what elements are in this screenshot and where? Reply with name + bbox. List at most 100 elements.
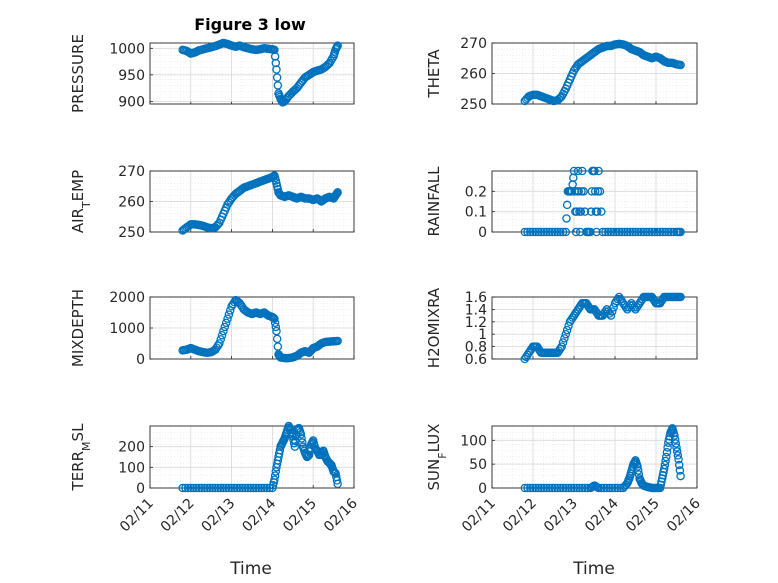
data-point	[224, 310, 234, 319]
data-point	[562, 200, 572, 210]
data-point	[531, 227, 540, 237]
data-point	[289, 438, 299, 448]
panel-rainfall: 0 0.1 0.2 RAINFALL	[425, 166, 698, 241]
data-point	[569, 166, 579, 176]
data-point	[642, 227, 651, 237]
data-point	[676, 471, 685, 481]
data-point	[272, 73, 282, 82]
data-point	[572, 207, 581, 216]
data-point	[602, 483, 612, 493]
x-tick-label: 02/15	[280, 496, 320, 536]
data-point	[531, 483, 540, 493]
y-tick-label: 250	[460, 97, 487, 113]
data-point	[272, 65, 281, 74]
data-point	[650, 227, 659, 237]
data-point	[606, 311, 616, 320]
x-tick-label: 02/13	[199, 496, 239, 536]
data-point	[609, 227, 618, 237]
data-point	[333, 41, 342, 50]
y-tick-label: 1	[478, 327, 487, 343]
data-point	[670, 431, 679, 440]
x-tick-label: 02/11	[459, 496, 499, 536]
data-point	[661, 456, 670, 466]
data-point	[561, 329, 571, 339]
data-point	[526, 227, 535, 237]
data-point	[194, 483, 204, 493]
data-point	[270, 471, 280, 480]
x-tick-label: 02/12	[500, 496, 540, 536]
data-point	[558, 338, 568, 347]
data-point	[200, 483, 209, 493]
data-point	[636, 227, 646, 237]
data-point	[227, 483, 236, 493]
data-point	[603, 227, 613, 237]
data-point	[577, 483, 587, 493]
data-point	[553, 483, 562, 493]
data-point	[605, 483, 614, 493]
data-point	[557, 342, 566, 351]
data-point	[571, 227, 581, 237]
y-tick-label: 200	[118, 440, 145, 456]
y-axis-label: H2OMIXRA	[425, 287, 443, 368]
data-point	[631, 227, 640, 237]
data-point	[664, 227, 673, 237]
y-tick-label: 0	[478, 225, 487, 241]
y-axis-label: THETA	[425, 49, 443, 99]
data-point	[220, 322, 230, 332]
data-point	[569, 483, 579, 493]
y-tick-label: 270	[118, 164, 145, 180]
data-point	[647, 227, 657, 237]
data-point	[230, 483, 239, 493]
data-point	[520, 483, 530, 493]
axes-frame	[491, 296, 698, 360]
data-point	[558, 483, 568, 493]
figure-title: Figure 3 low	[194, 15, 306, 34]
data-point	[676, 60, 685, 70]
y-tick-label: 0.1	[465, 205, 487, 221]
data-point	[612, 227, 621, 237]
data-point	[628, 227, 638, 237]
data-point	[633, 462, 642, 471]
y-tick-label: 1.6	[465, 290, 487, 306]
data-point	[523, 483, 532, 493]
data-point	[625, 227, 635, 237]
panel-pressure: 900 950 1000 PRESSURE	[69, 34, 355, 113]
data-point	[597, 207, 606, 216]
data-point	[561, 227, 571, 237]
y-tick-label: 1.2	[465, 315, 487, 331]
data-point	[590, 166, 599, 176]
data-point	[183, 483, 193, 493]
data-point	[595, 187, 605, 196]
data-point	[573, 166, 583, 176]
data-point	[599, 483, 609, 493]
data-point	[528, 483, 538, 493]
data-point	[674, 460, 684, 470]
data-point	[580, 207, 590, 216]
data-point	[528, 227, 538, 237]
data-point	[523, 227, 532, 237]
data-point	[653, 227, 662, 237]
data-point	[617, 227, 627, 237]
data-point	[259, 483, 269, 493]
data-point	[205, 483, 215, 493]
data-point	[536, 227, 546, 237]
data-point	[608, 307, 617, 316]
data-point	[579, 187, 588, 196]
data-point	[539, 483, 549, 493]
data-point	[213, 220, 223, 229]
y-tick-label: 0	[478, 481, 487, 497]
y-tick-label: 1.4	[465, 302, 487, 318]
y-tick-label: 0.8	[465, 340, 487, 356]
y-axis-label: MIXDEPTH	[69, 289, 87, 367]
data-point	[297, 434, 306, 443]
data-point	[219, 326, 228, 336]
data-point	[614, 227, 624, 237]
data-point	[221, 318, 231, 328]
data-point	[178, 483, 187, 493]
data-point	[633, 466, 643, 475]
data-point	[556, 227, 565, 237]
data-point	[534, 483, 543, 493]
y-tick-label: 260	[118, 195, 145, 211]
y-tick-label: 900	[118, 94, 145, 110]
